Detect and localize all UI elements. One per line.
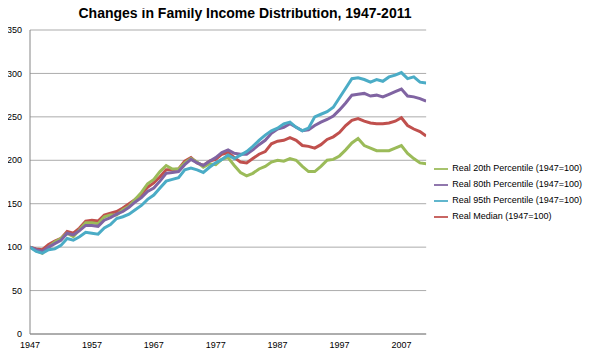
svg-text:0: 0 — [17, 329, 22, 339]
html-text:Real Median (1947=100): Real Median (1947=100) — [452, 211, 552, 221]
svg-text:2007: 2007 — [391, 340, 411, 350]
svg-text:350: 350 — [8, 26, 22, 35]
svg-text:1957: 1957 — [82, 340, 102, 350]
svg-text:1967: 1967 — [144, 340, 164, 350]
svg-text:1947: 1947 — [20, 340, 40, 350]
html-text:Changes in Family Income Distr: Changes in Family Income Distribution, 1… — [78, 5, 412, 21]
svg-text:200: 200 — [8, 155, 22, 165]
svg-text:250: 250 — [8, 112, 22, 122]
html-text:Real 95th Percentile (1947=100: Real 95th Percentile (1947=100) — [452, 195, 582, 205]
html-text:Real 20th Percentile (1947=100: Real 20th Percentile (1947=100) — [452, 163, 582, 173]
svg-text:1977: 1977 — [206, 340, 226, 350]
svg-text:100: 100 — [8, 242, 22, 252]
svg-text:1997: 1997 — [329, 340, 349, 350]
svg-text:1987: 1987 — [268, 340, 288, 350]
svg-text:300: 300 — [8, 69, 22, 79]
svg-text:50: 50 — [12, 286, 22, 296]
svg-text:150: 150 — [8, 199, 22, 209]
html-text:Real 80th Percentile (1947=100: Real 80th Percentile (1947=100) — [452, 179, 582, 189]
